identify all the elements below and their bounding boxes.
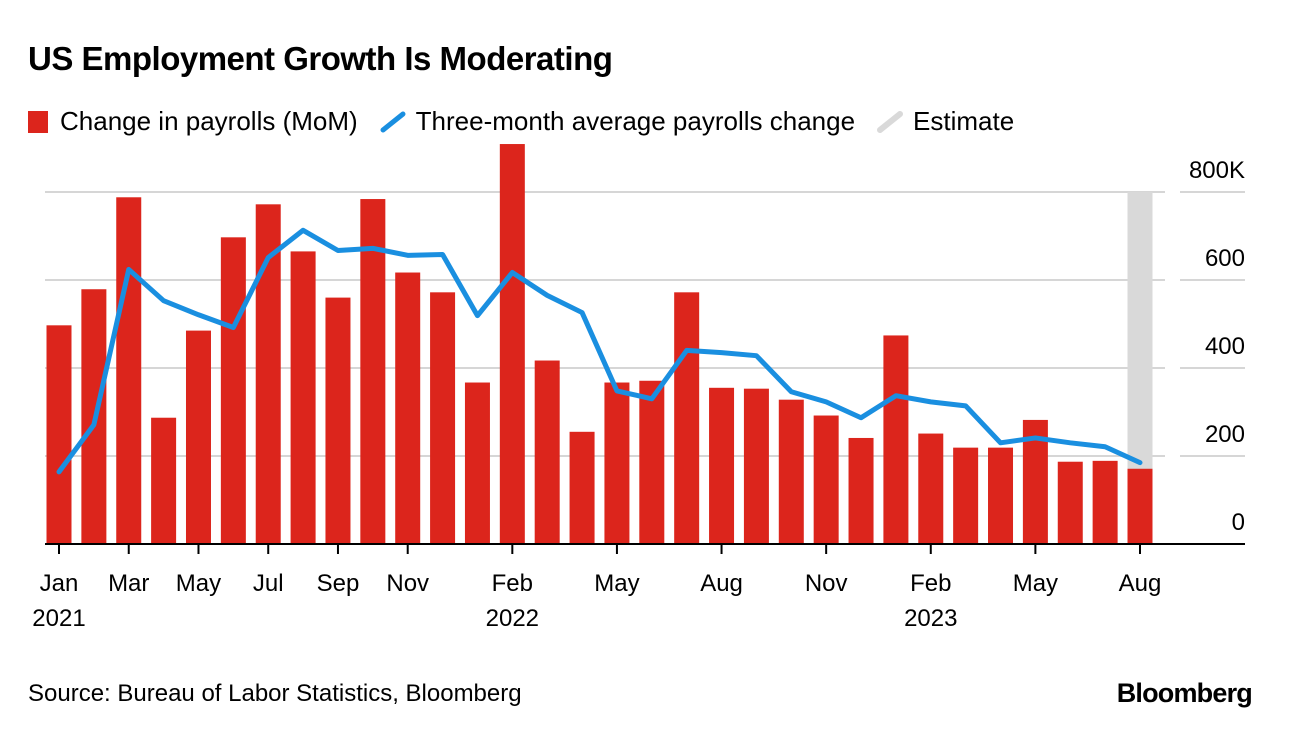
x-tick-label: Jul bbox=[253, 570, 284, 597]
bar bbox=[360, 199, 386, 545]
legend-band-swatch bbox=[877, 110, 904, 133]
x-tick-label: Feb bbox=[492, 570, 533, 597]
x-tick-label: May bbox=[1013, 570, 1058, 597]
x-tick-label: Sep bbox=[317, 570, 360, 597]
legend-item-estimate: Estimate bbox=[877, 106, 1014, 137]
x-tick-label: May bbox=[594, 570, 639, 597]
x-tick-label: Feb bbox=[910, 570, 951, 597]
bar bbox=[464, 382, 490, 544]
x-tick-label: May bbox=[176, 570, 221, 597]
x-tick-label: Nov bbox=[805, 570, 848, 597]
legend-item-average: Three-month average payrolls change bbox=[380, 106, 855, 137]
x-tick-label: Nov bbox=[386, 570, 429, 597]
bar bbox=[813, 415, 839, 544]
bar bbox=[395, 272, 421, 544]
y-tick-label: 0 bbox=[1232, 509, 1245, 536]
bar bbox=[988, 447, 1014, 544]
bar bbox=[883, 335, 909, 544]
bar bbox=[220, 237, 246, 544]
legend: Change in payrolls (MoM) Three-month ave… bbox=[28, 106, 1036, 137]
x-tick-year: 2023 bbox=[904, 605, 957, 632]
y-tick-label: 600 bbox=[1205, 245, 1245, 272]
y-tick-label: 800K bbox=[1189, 157, 1245, 184]
x-tick-label: Mar bbox=[108, 570, 149, 597]
legend-line-swatch bbox=[380, 111, 406, 132]
bar bbox=[151, 417, 177, 544]
legend-label: Three-month average payrolls change bbox=[415, 106, 856, 136]
y-tick-label: 400 bbox=[1205, 333, 1245, 360]
three-month-average-line bbox=[56, 227, 1143, 475]
bar bbox=[430, 292, 456, 544]
bar bbox=[709, 387, 735, 544]
bloomberg-logo: Bloomberg bbox=[1116, 678, 1253, 708]
bar bbox=[743, 388, 769, 544]
bar bbox=[499, 144, 525, 545]
legend-bar-swatch bbox=[28, 110, 48, 133]
x-tick-year: 2021 bbox=[32, 605, 85, 632]
x-tick-label: Jan bbox=[40, 570, 79, 597]
bar bbox=[1127, 468, 1153, 544]
source-note: Source: Bureau of Labor Statistics, Bloo… bbox=[28, 680, 522, 707]
legend-label: Estimate bbox=[913, 106, 1015, 136]
bar bbox=[918, 433, 944, 544]
bar bbox=[604, 382, 630, 544]
bar bbox=[1057, 461, 1083, 544]
bar bbox=[953, 447, 979, 544]
bar bbox=[1092, 460, 1118, 544]
bar bbox=[290, 251, 316, 544]
y-tick-label: 200 bbox=[1205, 421, 1245, 448]
bar bbox=[848, 437, 874, 544]
bar bbox=[569, 431, 595, 544]
chart-title: US Employment Growth Is Moderating bbox=[28, 40, 613, 77]
bar bbox=[534, 360, 560, 544]
bar bbox=[778, 399, 804, 544]
legend-label: Change in payrolls (MoM) bbox=[60, 106, 358, 136]
bar bbox=[674, 292, 700, 544]
bar bbox=[639, 380, 665, 544]
bar bbox=[46, 325, 72, 544]
x-tick-label: Aug bbox=[1119, 570, 1162, 597]
bar bbox=[325, 297, 351, 544]
bar bbox=[116, 197, 142, 544]
legend-item-payrolls: Change in payrolls (MoM) bbox=[28, 106, 358, 137]
bar bbox=[185, 330, 211, 544]
x-tick-label: Aug bbox=[700, 570, 743, 597]
x-tick-year: 2022 bbox=[486, 605, 539, 632]
